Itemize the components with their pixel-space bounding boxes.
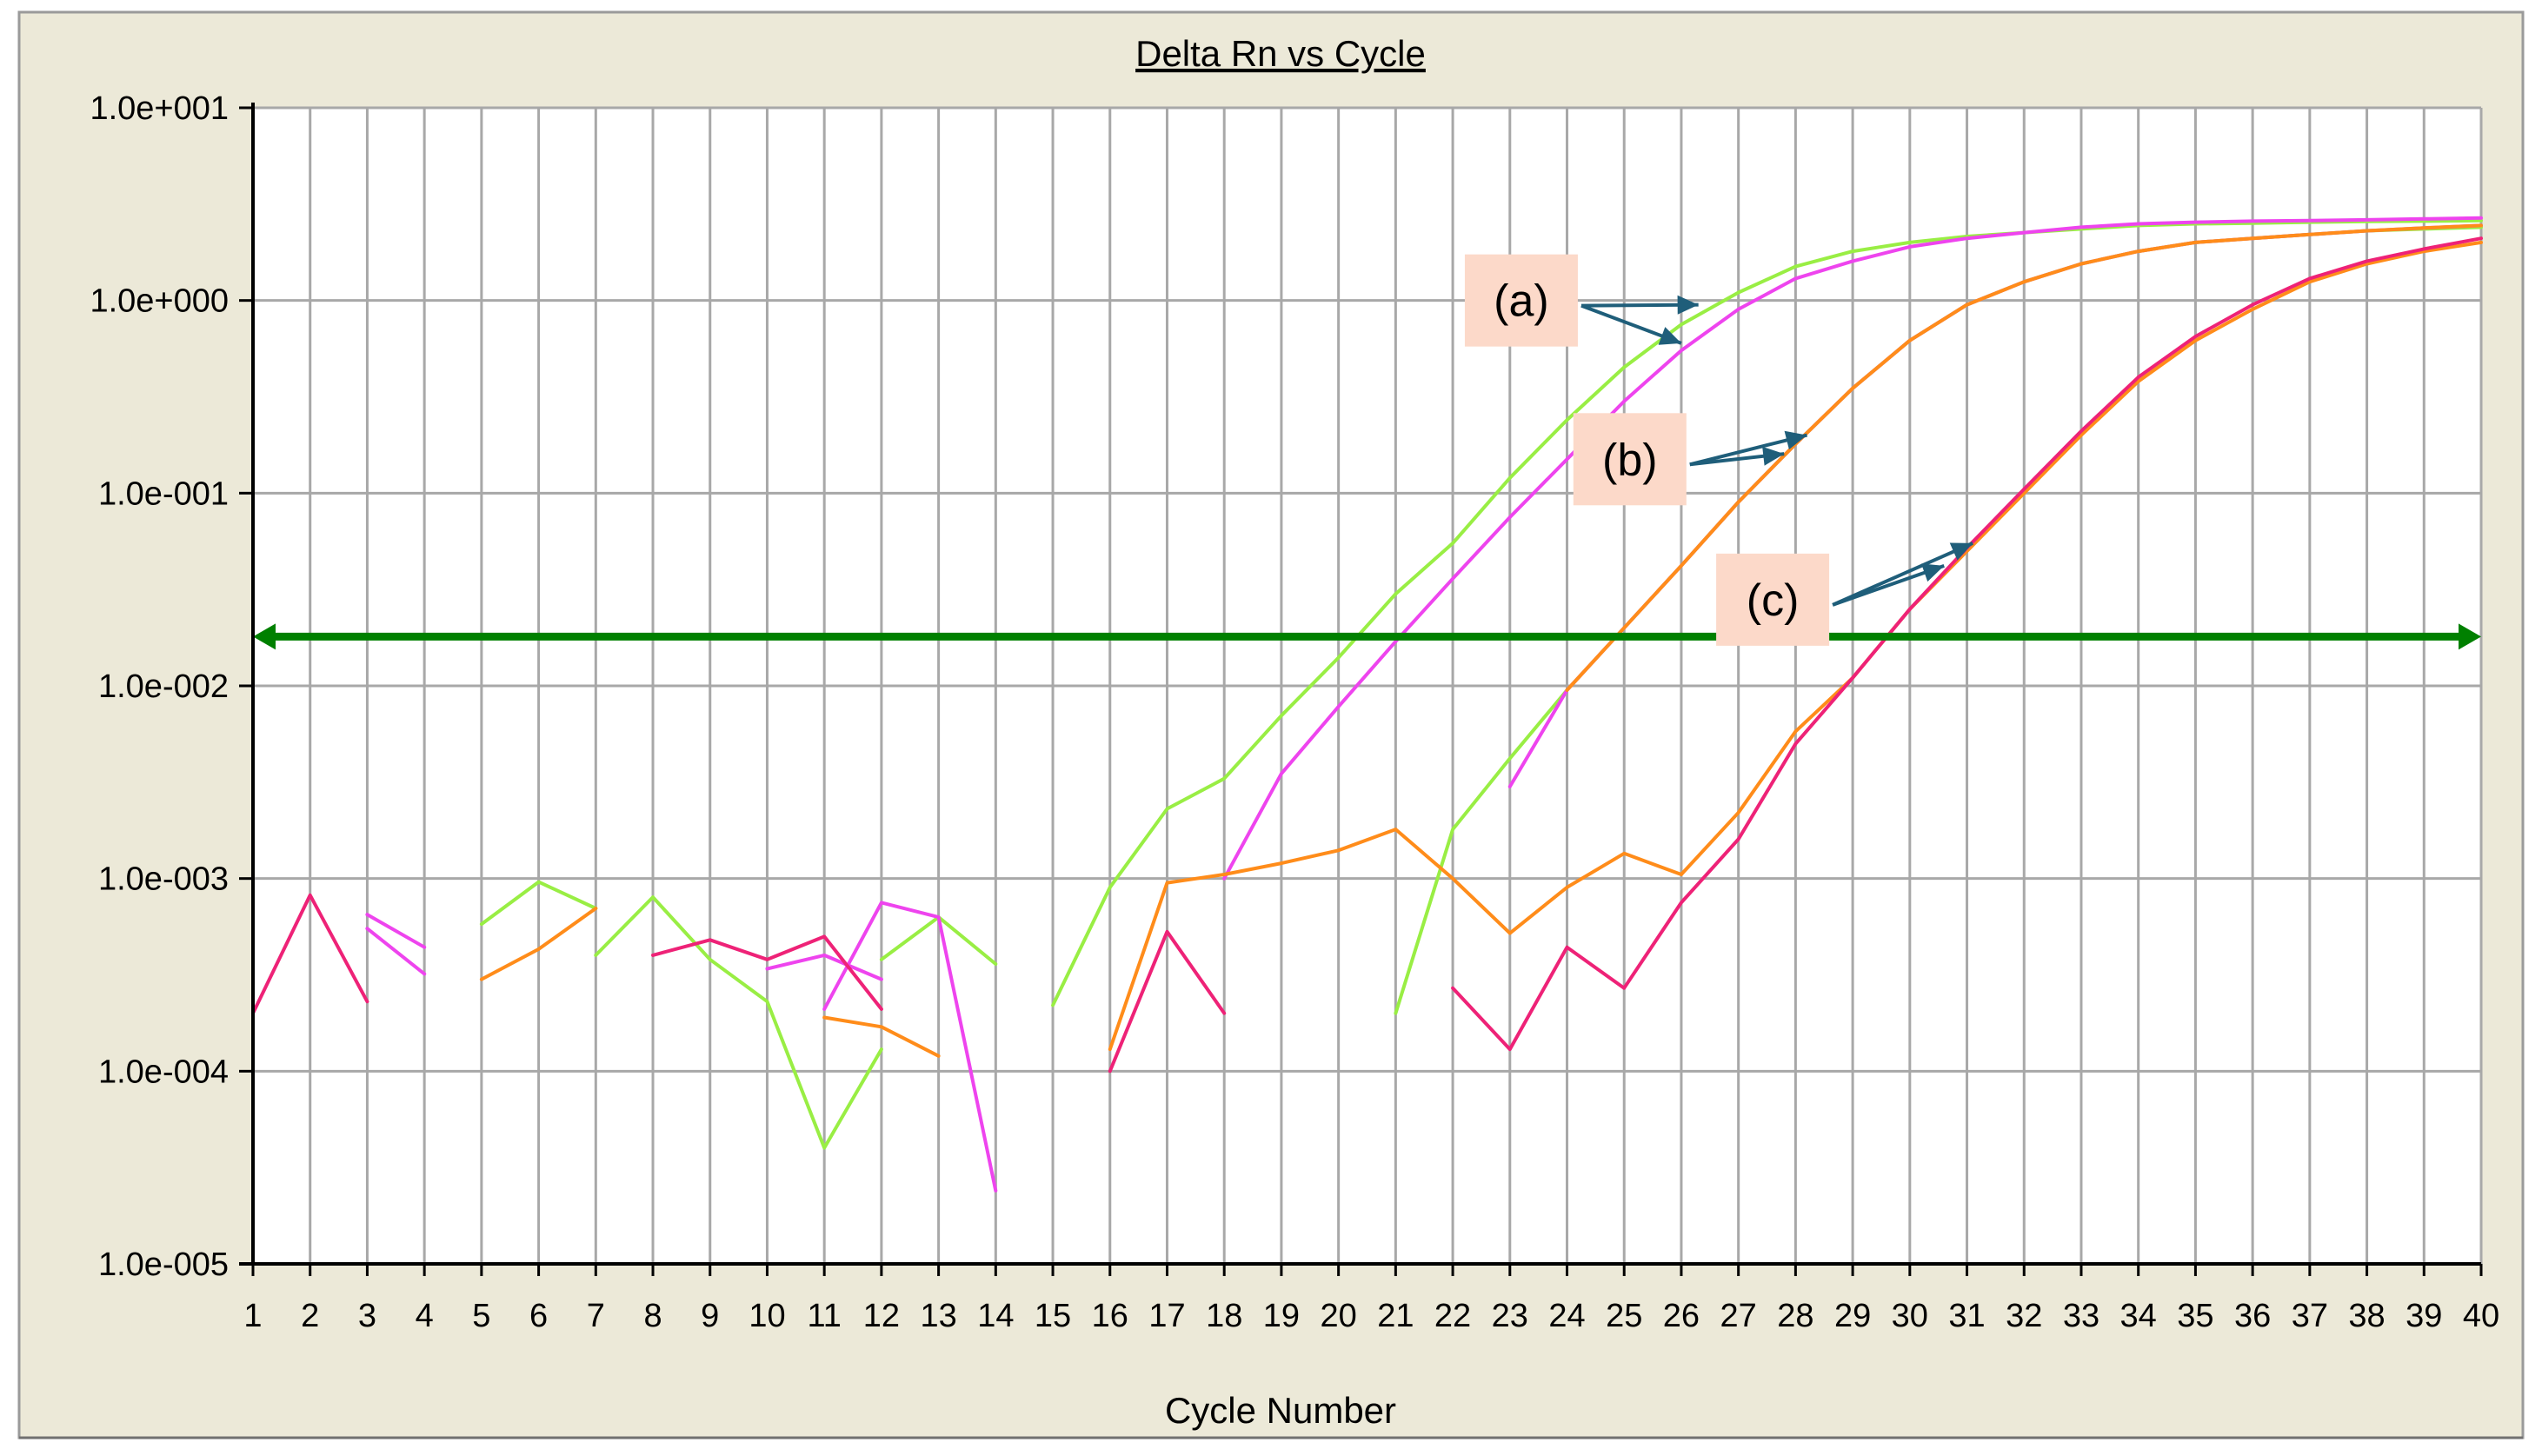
series-3-line-0 xyxy=(251,893,369,1015)
x-tick-label-24: 24 xyxy=(1548,1298,1585,1334)
x-tick-label-14: 14 xyxy=(977,1298,1014,1334)
annotation-arrowhead-2-1 xyxy=(1920,563,1945,582)
x-tick-label-3: 3 xyxy=(358,1298,376,1334)
annotation-box-1 xyxy=(1573,413,1687,506)
series-1-line-2 xyxy=(765,953,883,981)
x-tick-label-31: 31 xyxy=(1948,1298,1985,1334)
x-tick-label-4: 4 xyxy=(416,1298,434,1334)
x-tick-label-25: 25 xyxy=(1606,1298,1642,1334)
series-2-line-0 xyxy=(479,907,598,981)
x-tick-label-19: 19 xyxy=(1263,1298,1300,1334)
x-tick-label-35: 35 xyxy=(2177,1298,2213,1334)
series-2-line-2 xyxy=(1108,240,2483,1052)
grid-lines xyxy=(251,106,2483,1266)
series-3-line-1 xyxy=(651,934,883,1011)
x-tick-label-12: 12 xyxy=(863,1298,900,1334)
series-2-line-1 xyxy=(822,1015,941,1058)
x-tick-label-18: 18 xyxy=(1206,1298,1242,1334)
x-tick-label-15: 15 xyxy=(1035,1298,1071,1334)
x-axis-title: Cycle Number xyxy=(1165,1390,1396,1431)
x-tick-label-16: 16 xyxy=(1092,1298,1128,1334)
series-1-line-3 xyxy=(822,901,998,1193)
threshold-arrow-right xyxy=(2459,623,2481,650)
x-tick-label-10: 10 xyxy=(749,1298,785,1334)
y-tick-label-6: 1.0e-005 xyxy=(98,1247,229,1283)
annotation-label-2: (c) xyxy=(1747,575,1800,626)
x-tick-label-37: 37 xyxy=(2292,1298,2328,1334)
annotation-label-0: (a) xyxy=(1494,276,1549,327)
y-tick-label-2: 1.0e-001 xyxy=(98,475,229,512)
x-tick-label-5: 5 xyxy=(472,1298,490,1334)
x-tick-label-36: 36 xyxy=(2234,1298,2271,1334)
y-tick-label-0: 1.0e+001 xyxy=(90,90,229,127)
annotation-arrowhead-0-0 xyxy=(1677,295,1699,315)
x-tick-label-30: 30 xyxy=(1892,1298,1928,1334)
annotation-box-0 xyxy=(1464,254,1578,347)
x-tick-label-6: 6 xyxy=(529,1298,548,1334)
x-tick-label-7: 7 xyxy=(587,1298,605,1334)
x-tick-label-17: 17 xyxy=(1148,1298,1185,1334)
series-0-line-0 xyxy=(479,880,598,927)
x-tick-labels: 1 2 3 4 5 6 7 8 9 10 11 12 13 14 15 16 17 18 19 20 21 22 23 24 2… xyxy=(243,1298,2499,1334)
series-1-line-4 xyxy=(1222,216,2483,881)
x-tick-label-23: 23 xyxy=(1492,1298,1528,1334)
chart-title: Delta Rn vs Cycle xyxy=(1135,33,1426,74)
annotation-label-1: (b) xyxy=(1602,435,1658,485)
series-layer xyxy=(251,216,2483,1193)
annotation-arrowhead-1-1 xyxy=(1762,446,1785,466)
annotations: (a) (b) (c) xyxy=(1464,254,1973,646)
x-tick-label-39: 39 xyxy=(2406,1298,2442,1334)
series-3-line-2 xyxy=(1108,929,1227,1074)
x-tick-label-32: 32 xyxy=(2006,1298,2042,1334)
annotation-arrowhead-0-1 xyxy=(1658,327,1681,345)
x-tick-label-34: 34 xyxy=(2120,1298,2157,1334)
annotation-arrowhead-1-0 xyxy=(1784,430,1807,450)
series-0-line-3 xyxy=(1051,218,2483,1007)
y-tick-labels: 1.0e+001 1.0e+000 1.0e-001 1.0e-002 1.0e-003… xyxy=(90,90,229,1283)
annotation-arrowhead-2-0 xyxy=(1949,542,1973,561)
series-1-line-1 xyxy=(365,913,427,949)
y-tick-label-5: 1.0e-004 xyxy=(98,1054,229,1090)
series-0-line-1 xyxy=(594,895,883,1150)
x-tick-label-13: 13 xyxy=(920,1298,956,1334)
x-tick-label-28: 28 xyxy=(1777,1298,1813,1334)
annotation-box-2 xyxy=(1716,553,1830,646)
x-tick-label-22: 22 xyxy=(1434,1298,1471,1334)
x-tick-label-29: 29 xyxy=(1834,1298,1871,1334)
x-tick-label-33: 33 xyxy=(2063,1298,2099,1334)
annotation-arrow-2-0 xyxy=(1832,542,1973,607)
x-tick-label-11: 11 xyxy=(807,1298,841,1334)
axes xyxy=(239,103,2483,1276)
y-tick-label-4: 1.0e-003 xyxy=(98,861,229,898)
threshold-arrow-left xyxy=(253,623,276,650)
series-2-line-3 xyxy=(1565,223,2483,692)
x-tick-label-27: 27 xyxy=(1720,1298,1757,1334)
y-tick-label-1: 1.0e+000 xyxy=(90,283,229,320)
x-tick-label-38: 38 xyxy=(2348,1298,2385,1334)
x-tick-label-9: 9 xyxy=(701,1298,719,1334)
x-tick-label-40: 40 xyxy=(2463,1298,2499,1334)
x-tick-label-21: 21 xyxy=(1377,1298,1414,1334)
y-tick-label-3: 1.0e-002 xyxy=(98,668,229,705)
x-tick-label-20: 20 xyxy=(1321,1298,1357,1334)
x-tick-label-26: 26 xyxy=(1663,1298,1700,1334)
x-tick-label-1: 1 xyxy=(243,1298,262,1334)
threshold-layer xyxy=(253,623,2481,650)
series-1-line-0 xyxy=(365,927,427,976)
x-tick-label-2: 2 xyxy=(301,1298,319,1334)
x-tick-label-8: 8 xyxy=(643,1298,662,1334)
